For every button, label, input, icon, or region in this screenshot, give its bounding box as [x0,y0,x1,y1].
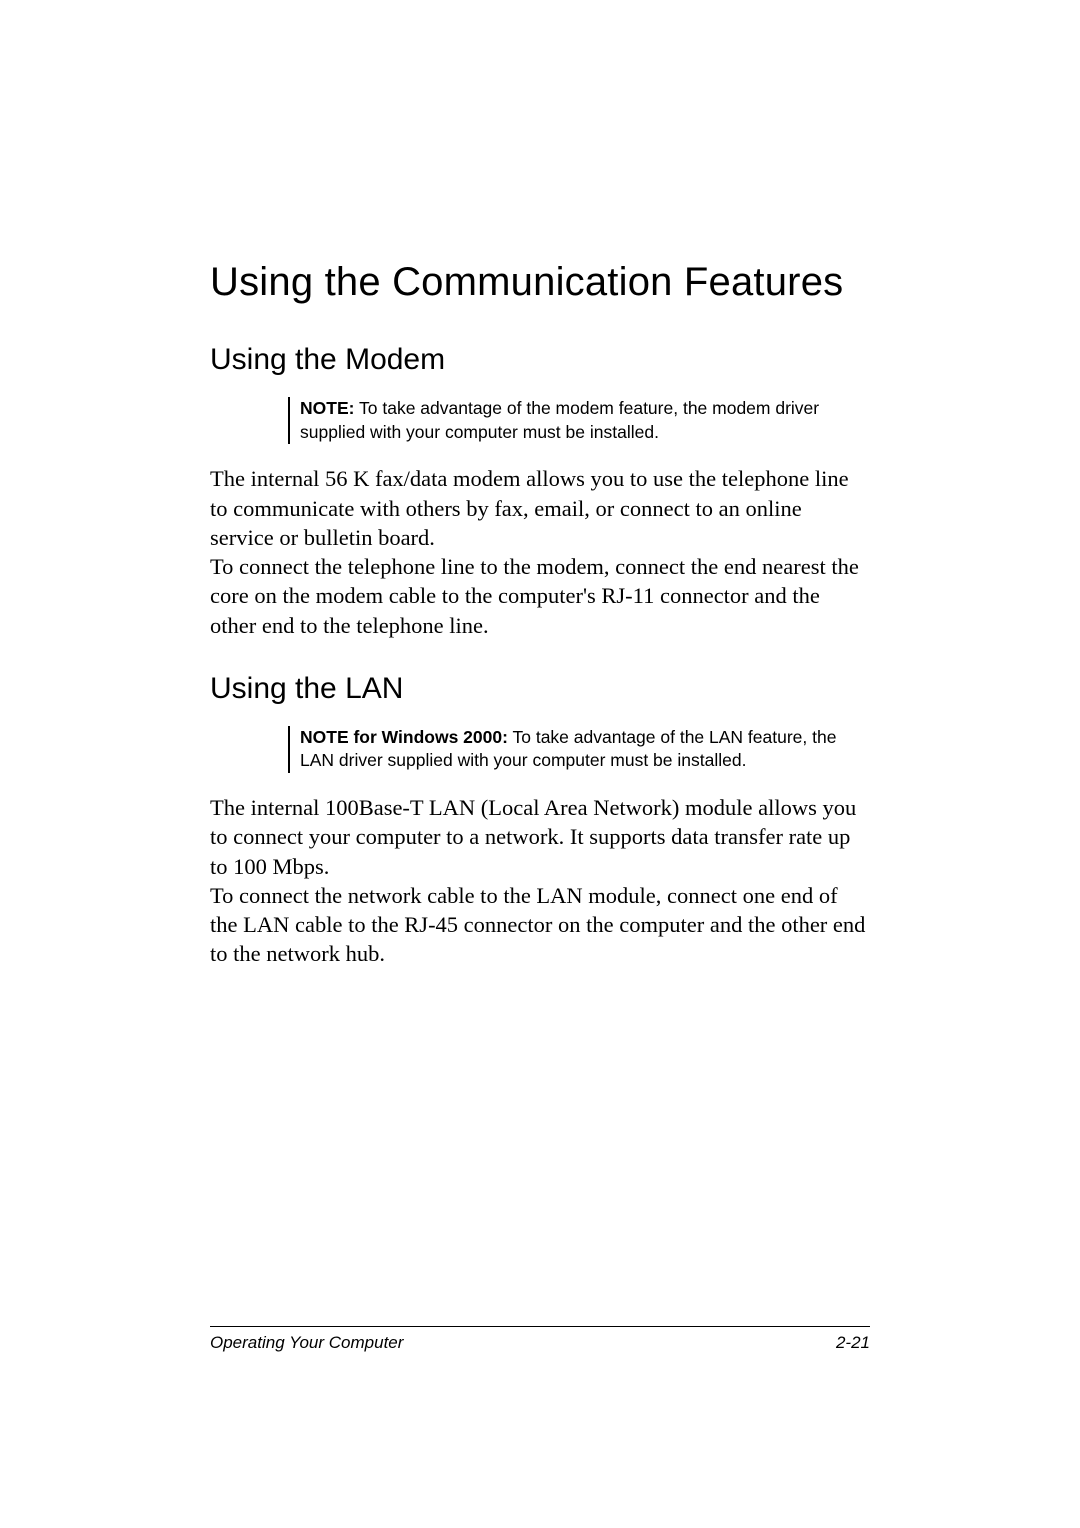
footer-left: Operating Your Computer [210,1333,403,1353]
body-paragraph: To connect the network cable to the LAN … [210,881,870,969]
note-block-lan: NOTE for Windows 2000: To take advantage… [288,726,870,773]
body-paragraph: The internal 100Base-T LAN (Local Area N… [210,793,870,881]
section-title-modem: Using the Modem [210,343,870,377]
page-footer: Operating Your Computer 2-21 [210,1326,870,1353]
page-content: Using the Communication Features Using t… [0,0,1080,969]
paragraph-group-modem: The internal 56 K fax/data modem allows … [210,464,870,640]
footer-right: 2-21 [836,1333,870,1353]
note-text-modem: NOTE: To take advantage of the modem fea… [300,397,870,444]
note-label: NOTE: [300,398,354,418]
note-label: NOTE for Windows 2000: [300,727,508,747]
section-title-lan: Using the LAN [210,672,870,706]
main-title: Using the Communication Features [210,260,870,305]
body-paragraph: To connect the telephone line to the mod… [210,552,870,640]
paragraph-group-lan: The internal 100Base-T LAN (Local Area N… [210,793,870,969]
note-text-lan: NOTE for Windows 2000: To take advantage… [300,726,870,773]
note-body: To take advantage of the modem feature, … [300,398,819,442]
body-paragraph: The internal 56 K fax/data modem allows … [210,464,870,552]
note-block-modem: NOTE: To take advantage of the modem fea… [288,397,870,444]
